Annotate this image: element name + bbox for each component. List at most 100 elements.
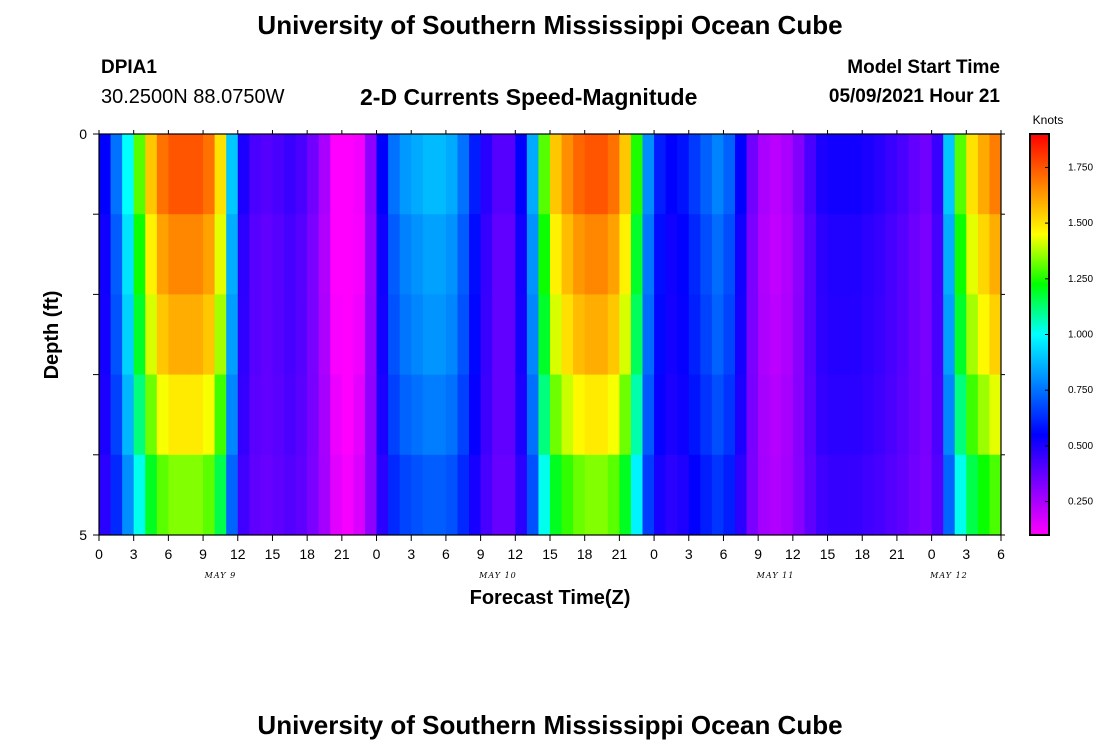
heatmap-cell <box>943 374 956 456</box>
heatmap-cell <box>492 374 505 456</box>
heatmap-cell <box>249 214 262 295</box>
heatmap-cell <box>596 214 609 295</box>
heatmap-cell <box>307 454 320 536</box>
heatmap-cell <box>353 294 366 376</box>
heatmap-cell <box>711 294 725 376</box>
heatmap-cell <box>411 214 424 295</box>
heatmap-cell <box>434 134 447 215</box>
x-tick-label: 12 <box>785 546 801 562</box>
station-id: DPIA1 <box>101 57 157 78</box>
heatmap-cell <box>272 294 285 376</box>
heatmap-cell <box>862 214 875 295</box>
heatmap-cell <box>711 214 725 295</box>
heatmap-cell <box>931 214 944 295</box>
heatmap-cell <box>526 374 540 456</box>
heatmap-cell <box>307 294 320 376</box>
heatmap-cell <box>307 214 320 295</box>
heatmap-cell <box>561 294 574 376</box>
heatmap-cell <box>237 134 250 215</box>
heatmap-cell <box>260 134 274 215</box>
heatmap-cell <box>723 454 736 536</box>
heatmap-cell <box>203 454 216 536</box>
heatmap-cell <box>746 134 759 215</box>
heatmap-cell <box>862 374 875 456</box>
heatmap-cell <box>214 454 227 536</box>
heatmap-cell <box>688 454 701 536</box>
heatmap-cell <box>954 134 967 215</box>
heatmap-cell <box>179 134 193 215</box>
heatmap-cell <box>677 374 690 456</box>
heatmap-cell <box>989 134 1001 215</box>
heatmap-cell <box>388 294 401 376</box>
heatmap-cell <box>179 214 193 295</box>
heatmap-cell <box>885 294 898 376</box>
heatmap-cell <box>203 134 216 215</box>
heatmap-cell <box>711 374 725 456</box>
heatmap-cell <box>896 294 910 376</box>
heatmap-cell <box>480 134 493 215</box>
heatmap-cell <box>318 134 331 215</box>
heatmap-cell <box>341 454 355 536</box>
heatmap-cell <box>515 294 528 376</box>
heatmap-cell <box>827 294 840 376</box>
heatmap-cell <box>607 134 620 215</box>
heatmap-cell <box>977 294 991 376</box>
heatmap-cell <box>364 214 378 295</box>
heatmap-cell <box>642 374 655 456</box>
heatmap-cell <box>804 134 817 215</box>
heatmap-cell <box>515 454 528 536</box>
heatmap-cell <box>977 374 991 456</box>
x-tick-label: 3 <box>130 546 138 562</box>
heatmap-cell <box>411 454 424 536</box>
heatmap-cell <box>700 454 713 536</box>
heatmap-cell <box>226 454 239 536</box>
heatmap-cell <box>792 454 806 536</box>
heatmap-cell <box>630 454 644 536</box>
heatmap-cell <box>688 134 701 215</box>
heatmap-cell <box>977 214 991 295</box>
heatmap-cell <box>295 134 308 215</box>
x-tick-label: 15 <box>265 546 281 562</box>
heatmap-cell <box>364 294 378 376</box>
heatmap-cell <box>122 294 135 376</box>
heatmap-cell <box>688 294 701 376</box>
date-label: MAY 11 <box>756 571 795 580</box>
heatmap-cell <box>862 294 875 376</box>
heatmap-cell <box>977 454 991 536</box>
heatmap-cell <box>850 214 863 295</box>
heatmap-cell <box>896 214 910 295</box>
colorbar-tick-label: 1.750 <box>1068 162 1093 173</box>
heatmap-cell <box>526 294 540 376</box>
heatmap-cell <box>596 374 609 456</box>
heatmap-cell <box>920 454 933 536</box>
x-axis: 0 3 6 9 12 15 18 21 0 3 6 9 12 15 18 21 0 3 6 9 12 15 18 21 0 3 6 <box>95 130 1005 562</box>
heatmap-cell <box>792 134 806 215</box>
heatmap-cell <box>295 214 308 295</box>
heatmap-cell <box>122 214 135 295</box>
heatmap-cell <box>318 374 331 456</box>
heatmap-cell <box>145 454 158 536</box>
heatmap-cell <box>156 294 169 376</box>
heatmap-cell <box>561 134 574 215</box>
heatmap-cell <box>619 454 632 536</box>
heatmap-cell <box>711 134 725 215</box>
heatmap-cell <box>226 214 239 295</box>
heatmap-cell <box>99 374 112 456</box>
heatmap-cell <box>295 454 308 536</box>
x-tick-label: 18 <box>854 546 870 562</box>
heatmap-cell <box>272 134 285 215</box>
heatmap-cell <box>954 454 967 536</box>
heatmap-cell <box>445 454 459 536</box>
heatmap-cell <box>920 134 933 215</box>
heatmap-cell <box>480 294 493 376</box>
x-tick-label: 15 <box>820 546 836 562</box>
heatmap-cell <box>538 134 551 215</box>
heatmap-cell <box>341 214 355 295</box>
heatmap-cell <box>145 134 158 215</box>
heatmap-cell <box>573 454 586 536</box>
heatmap-cell <box>179 454 193 536</box>
heatmap-cell <box>526 134 540 215</box>
heatmap-cell <box>896 454 910 536</box>
x-tick-label: 12 <box>508 546 524 562</box>
heatmap-cell <box>538 294 551 376</box>
